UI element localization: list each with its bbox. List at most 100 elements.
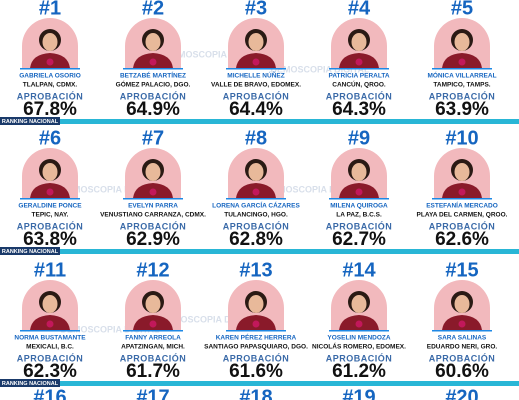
- rank: #17: [136, 386, 169, 400]
- approval-value: 62.6%: [435, 229, 489, 250]
- photo-badge: [355, 58, 363, 66]
- candidate-name: LORENA GARCÍA CÁZARES: [212, 201, 300, 210]
- watermark: DEMOSCOPIA DIGITAL: [61, 324, 161, 334]
- banner-label-bg: [0, 379, 60, 387]
- approval-value: 62.9%: [126, 229, 180, 250]
- photo-badge: [458, 320, 466, 328]
- candidate-place: LA PAZ, B.C.S.: [336, 212, 382, 219]
- banner-bar: [60, 249, 519, 254]
- photo-face: [42, 163, 58, 181]
- candidate-place: TULANCINGO, HGO.: [224, 212, 288, 219]
- watermark: DEMOSCOPIA DIGITAL: [61, 184, 161, 194]
- photo-face: [351, 163, 367, 181]
- photo-underline: [432, 198, 492, 200]
- photo-underline: [20, 198, 80, 200]
- approval-value: 61.2%: [332, 361, 386, 382]
- approval-label: APROBACIÓN: [326, 90, 393, 101]
- banner-bar: [60, 381, 519, 386]
- candidate-name: SARA SALINAS: [438, 335, 487, 342]
- approval-label: APROBACIÓN: [120, 90, 187, 101]
- photo-underline: [329, 68, 389, 70]
- rank: #3: [245, 0, 267, 19]
- banner-label: RANKING NACIONAL: [2, 381, 59, 387]
- candidate-name: BETZABÉ MARTÍNEZ: [120, 71, 186, 80]
- candidate-place: EDUARDO NERI, GRO.: [427, 344, 498, 351]
- candidate-name: FANNY ARREOLA: [125, 335, 181, 342]
- photo-badge: [252, 188, 260, 196]
- photo-underline: [123, 330, 183, 332]
- candidate-place: APATZINGAN, MICH.: [121, 344, 185, 351]
- approval-value: 67.8%: [23, 99, 77, 120]
- rank: #20: [445, 386, 478, 400]
- photo-underline: [20, 68, 80, 70]
- banner-bar: [60, 119, 519, 124]
- photo-badge: [46, 58, 54, 66]
- photo-face: [145, 295, 161, 313]
- photo-face: [42, 33, 58, 51]
- approval-value: 62.8%: [229, 229, 283, 250]
- photo-face: [351, 33, 367, 51]
- approval-label: APROBACIÓN: [17, 220, 84, 231]
- photo-face: [351, 295, 367, 313]
- rank: #1: [39, 0, 61, 19]
- photo-badge: [252, 58, 260, 66]
- approval-label: APROBACIÓN: [429, 90, 496, 101]
- candidate-place: TAMPICO, TAMPS.: [433, 82, 490, 89]
- approval-value: 63.8%: [23, 229, 77, 250]
- photo-underline: [20, 330, 80, 332]
- candidate-name: GABRIELA OSORIO: [19, 73, 81, 80]
- photo-badge: [149, 188, 157, 196]
- approval-value: 62.7%: [332, 229, 386, 250]
- photo-badge: [46, 320, 54, 328]
- approval-value: 64.3%: [332, 99, 386, 120]
- photo-face: [42, 295, 58, 313]
- rank: #16: [33, 386, 66, 400]
- photo-face: [248, 163, 264, 181]
- photo-badge: [355, 320, 363, 328]
- rank: #11: [34, 259, 66, 281]
- photo-face: [145, 33, 161, 51]
- photo-underline: [226, 198, 286, 200]
- approval-label: APROBACIÓN: [17, 352, 84, 363]
- candidate-place: TLALPAN, CDMX.: [23, 82, 78, 89]
- candidate-name: MÓNICA VILLARREAL: [427, 71, 496, 80]
- approval-label: APROBACIÓN: [429, 220, 496, 231]
- photo-badge: [355, 188, 363, 196]
- approval-label: APROBACIÓN: [120, 352, 187, 363]
- photo-underline: [123, 68, 183, 70]
- candidate-place: VENUSTIANO CARRANZA, CDMX.: [100, 212, 206, 219]
- rank: #14: [342, 259, 376, 281]
- photo-underline: [329, 198, 389, 200]
- candidate-name: YOSELIN MENDOZA: [327, 335, 391, 342]
- banner-label: RANKING NACIONAL: [2, 119, 59, 125]
- rank: #6: [39, 127, 61, 149]
- photo-face: [454, 295, 470, 313]
- candidate-name: PATRICIA PERALTA: [328, 73, 389, 80]
- rank: #8: [245, 127, 267, 149]
- rank: #5: [451, 0, 473, 19]
- candidate-name: KAREN PÉREZ HERRERA: [216, 333, 297, 342]
- candidate-place: NICOLÁS ROMERO, EDOMEX.: [312, 342, 406, 351]
- rank: #10: [445, 127, 478, 149]
- photo-underline: [226, 68, 286, 70]
- photo-underline: [329, 330, 389, 332]
- photo-badge: [149, 320, 157, 328]
- rank: #15: [445, 259, 478, 281]
- candidate-place: MEXICALI, B.C.: [26, 344, 74, 351]
- photo-badge: [458, 188, 466, 196]
- candidate-place: CANCÚN, QROO.: [332, 80, 386, 89]
- photo-badge: [458, 58, 466, 66]
- candidate-place: PLAYA DEL CARMEN, QROO.: [417, 212, 508, 219]
- approval-value: 61.6%: [229, 361, 283, 382]
- approval-value: 64.4%: [229, 99, 283, 120]
- banner-label: RANKING NACIONAL: [2, 249, 59, 255]
- approval-label: APROBACIÓN: [429, 352, 496, 363]
- rank: #7: [142, 127, 164, 149]
- photo-face: [248, 295, 264, 313]
- candidate-name: NORMA BUSTAMANTE: [14, 335, 86, 342]
- approval-label: APROBACIÓN: [326, 352, 393, 363]
- rank: #2: [142, 0, 164, 19]
- candidate-place: TEPIC, NAY.: [32, 212, 69, 219]
- photo-face: [248, 33, 264, 51]
- watermark: DEMOSCOPIA DIGITAL: [166, 49, 266, 59]
